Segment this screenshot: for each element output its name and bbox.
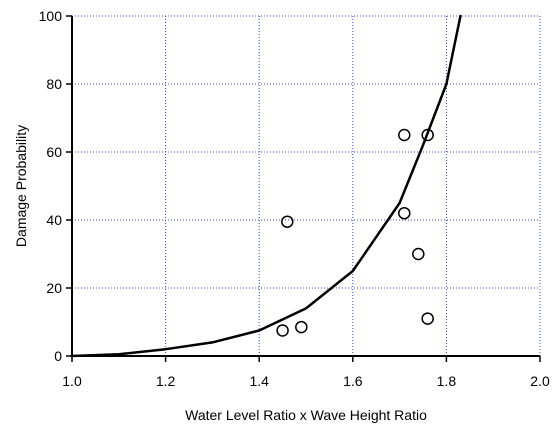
grid-lines: [72, 15, 541, 356]
y-tick-label-0: 0: [54, 348, 62, 364]
scatter-point-7: [421, 312, 434, 325]
scatter-point-5: [398, 206, 411, 220]
scatter-point-4: [421, 128, 434, 142]
scatter-point-1: [295, 320, 308, 334]
y-tick-label-3: 60: [46, 144, 62, 160]
x-tick-label-0: 1.0: [62, 373, 82, 389]
x-tick-label-1: 1.2: [156, 373, 176, 389]
y-tick-label-2: 40: [46, 212, 62, 228]
y-tick-label-4: 80: [46, 76, 62, 92]
x-tick-labels: 1.0 1.2 1.4 1.6 1.8 2.0: [62, 373, 550, 389]
scatter-point-6: [412, 247, 425, 261]
axes: [71, 16, 540, 357]
y-tick-label-1: 20: [46, 280, 62, 296]
y-axis-title: Damage Probability: [13, 125, 29, 247]
scatter-point-2: [281, 215, 294, 228]
plot-area: [72, 16, 540, 356]
scatter-point-3: [398, 128, 411, 142]
x-tick-label-3: 1.6: [343, 373, 363, 389]
x-axis-title: Water Level Ratio x Wave Height Ratio: [185, 407, 427, 423]
y-tick-labels: 0 20 40 60 80 100: [39, 8, 63, 364]
scatter-point-0: [276, 324, 289, 337]
x-tick-label-5: 2.0: [530, 373, 550, 389]
x-tick-label-2: 1.4: [249, 373, 269, 389]
y-tick-label-5: 100: [39, 8, 63, 24]
x-tick-label-4: 1.8: [437, 373, 457, 389]
fitted-curve-line: [70, 14, 462, 358]
data-series: [70, 14, 462, 358]
